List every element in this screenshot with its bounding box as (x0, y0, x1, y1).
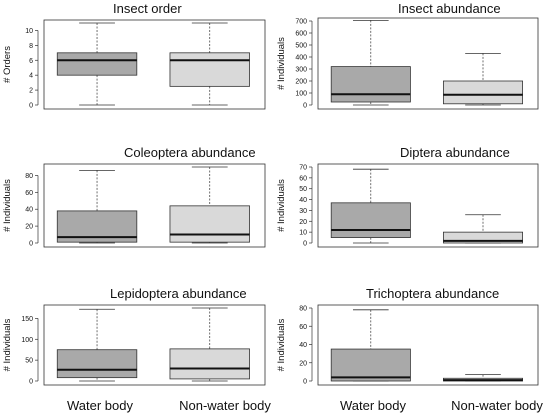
box-iqr (330, 202, 411, 238)
y-tick-label: 30 (299, 208, 307, 215)
y-axis-label: # Orders (2, 46, 13, 83)
box-iqr (56, 52, 138, 76)
panel-4: Diptera abundance 0 10 20 30 40 50 60 70 # Indivi… (276, 145, 539, 248)
x-category-left-nonwater: Non-water body (179, 398, 271, 413)
y-tick-label: 60 (299, 324, 307, 331)
y-axis-label: # Individuals (2, 318, 13, 371)
box-non-water-body (442, 374, 523, 382)
y-axis-label: # Individuals (276, 318, 287, 371)
panel-5: Lepidoptera abundance 0 50 100 150 # Individu… (2, 286, 266, 386)
box-iqr (169, 52, 250, 87)
box-non-water-body (442, 53, 523, 106)
panel-title: Insect abundance (398, 1, 501, 16)
box-iqr (169, 205, 250, 243)
y-tick-label: 20 (299, 360, 307, 367)
panel-3: Coleoptera abundance 0 20 40 60 80 # Individua… (2, 145, 266, 248)
plot-frame (317, 304, 539, 386)
y-tick-label: 700 (295, 19, 307, 26)
y-tick-label: 80 (25, 173, 33, 180)
y-tick-label: 50 (25, 358, 33, 365)
panel-title: Lepidoptera abundance (110, 286, 247, 301)
panel-title: Trichoptera abundance (366, 286, 499, 301)
y-tick-label: 40 (25, 207, 33, 214)
y-tick-label: 60 (25, 190, 33, 197)
y-tick-label: 150 (21, 316, 33, 323)
box-non-water-body (442, 214, 523, 244)
y-tick-label: 0 (303, 103, 307, 110)
y-tick-label: 60 (299, 175, 307, 182)
y-tick-label: 400 (295, 55, 307, 62)
y-tick-label: 0 (29, 103, 33, 110)
y-tick-label: 50 (299, 186, 307, 193)
y-tick-label: 20 (25, 224, 33, 231)
y-tick-label: 200 (295, 79, 307, 86)
plot-frame (43, 304, 266, 386)
y-tick-label: 0 (303, 241, 307, 248)
box-iqr (442, 231, 523, 244)
y-tick-label: 10 (299, 230, 307, 237)
plot-frame (43, 163, 266, 248)
y-tick-label: 500 (295, 43, 307, 50)
panel-title: Coleoptera abundance (124, 145, 256, 160)
panel-title: Insect order (113, 1, 182, 16)
panel-2: Insect abundance 0 100 200 300 400 500 600 700 # … (276, 1, 539, 110)
box-water-body (56, 308, 138, 382)
box-water-body (56, 169, 138, 244)
plot-frame (43, 19, 266, 110)
y-tick-label: 600 (295, 31, 307, 38)
y-tick-label: 300 (295, 67, 307, 74)
box-iqr (56, 349, 138, 379)
box-iqr (442, 80, 523, 105)
box-water-body (330, 309, 411, 382)
box-iqr (330, 66, 411, 103)
y-tick-label: 10 (25, 28, 33, 35)
box-non-water-body (169, 307, 250, 382)
y-axis-label: # Individuals (276, 37, 287, 90)
y-tick-label: 100 (295, 91, 307, 98)
box-non-water-body (169, 166, 250, 244)
panel-1: Insect order 0 2 4 6 8 10 # Orders (2, 1, 266, 110)
x-category-left-water: Water body (67, 398, 133, 413)
x-category-right-nonwater: Non-water body (451, 398, 543, 413)
y-tick-label: 4 (29, 73, 33, 80)
x-category-right-water: Water body (340, 398, 406, 413)
box-iqr (169, 348, 250, 380)
y-tick-label: 6 (29, 58, 33, 65)
y-axis-label: # Individuals (2, 179, 13, 232)
box-water-body (56, 22, 138, 106)
box-water-body (330, 19, 411, 106)
plot-frame (317, 17, 539, 110)
panel-title: Diptera abundance (400, 145, 510, 160)
box-non-water-body (169, 22, 250, 106)
y-tick-label: 0 (303, 379, 307, 386)
y-tick-label: 100 (21, 337, 33, 344)
box-water-body (330, 168, 411, 244)
box-iqr (330, 348, 411, 382)
y-tick-label: 2 (29, 88, 33, 95)
panel-6: Trichoptera abundance 0 20 40 60 80 # Individu… (276, 286, 539, 386)
y-tick-label: 0 (29, 379, 33, 386)
y-tick-label: 70 (299, 165, 307, 172)
y-tick-label: 8 (29, 43, 33, 50)
plot-frame (317, 163, 539, 248)
y-axis-label: # Individuals (276, 179, 287, 232)
y-tick-label: 80 (299, 306, 307, 313)
y-tick-label: 20 (299, 219, 307, 226)
y-tick-label: 40 (299, 342, 307, 349)
y-tick-label: 0 (29, 241, 33, 248)
y-tick-label: 40 (299, 197, 307, 204)
